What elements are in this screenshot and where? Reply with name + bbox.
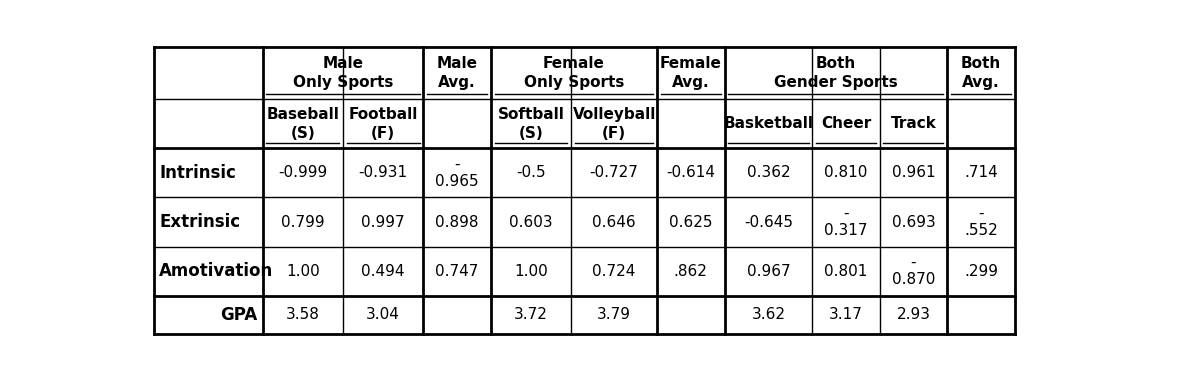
Text: 3.04: 3.04: [366, 307, 401, 322]
Text: Male
Only Sports: Male Only Sports: [293, 56, 393, 90]
Text: Football
(F): Football (F): [348, 107, 418, 141]
Text: 3.58: 3.58: [286, 307, 319, 322]
Text: Female
Avg.: Female Avg.: [660, 56, 721, 90]
Text: Both
Gender Sports: Both Gender Sports: [774, 56, 898, 90]
Text: -
0.965: - 0.965: [435, 157, 479, 189]
Text: 0.646: 0.646: [592, 215, 637, 230]
Text: 0.693: 0.693: [892, 215, 936, 230]
Text: -0.5: -0.5: [516, 165, 546, 180]
Text: 0.362: 0.362: [746, 165, 790, 180]
Text: Cheer: Cheer: [821, 116, 871, 131]
Text: 0.494: 0.494: [361, 264, 405, 279]
Text: 0.799: 0.799: [281, 215, 324, 230]
Text: Amotivation: Amotivation: [160, 262, 273, 280]
Text: -
0.870: - 0.870: [892, 255, 936, 287]
Text: .862: .862: [673, 264, 708, 279]
Text: -0.727: -0.727: [590, 165, 639, 180]
Text: 0.625: 0.625: [669, 215, 713, 230]
Text: 1.00: 1.00: [286, 264, 319, 279]
Text: -0.614: -0.614: [666, 165, 715, 180]
Text: 1.00: 1.00: [514, 264, 548, 279]
Text: Female
Only Sports: Female Only Sports: [523, 56, 625, 90]
Text: Track: Track: [890, 116, 937, 131]
Text: 0.801: 0.801: [825, 264, 868, 279]
Text: 3.62: 3.62: [751, 307, 786, 322]
Text: 0.997: 0.997: [361, 215, 405, 230]
Text: Baseball
(S): Baseball (S): [266, 107, 340, 141]
Text: 3.17: 3.17: [830, 307, 863, 322]
Text: 2.93: 2.93: [896, 307, 931, 322]
Text: -
0.317: - 0.317: [824, 206, 868, 238]
Text: -0.645: -0.645: [744, 215, 793, 230]
Text: .299: .299: [964, 264, 998, 279]
Text: 0.747: 0.747: [435, 264, 479, 279]
Text: 0.810: 0.810: [825, 165, 868, 180]
Text: 3.72: 3.72: [514, 307, 548, 322]
Text: Both
Avg.: Both Avg.: [961, 56, 1001, 90]
Text: -
.552: - .552: [964, 206, 998, 238]
Text: Softball
(S): Softball (S): [497, 107, 565, 141]
Text: 3.79: 3.79: [597, 307, 631, 322]
Text: GPA: GPA: [219, 306, 257, 324]
Text: 0.898: 0.898: [435, 215, 479, 230]
Text: 0.967: 0.967: [746, 264, 790, 279]
Text: Intrinsic: Intrinsic: [160, 164, 236, 182]
Text: .714: .714: [964, 165, 998, 180]
Text: Volleyball
(F): Volleyball (F): [572, 107, 656, 141]
Text: 0.724: 0.724: [592, 264, 635, 279]
Text: Basketball: Basketball: [724, 116, 813, 131]
Text: 0.961: 0.961: [892, 165, 936, 180]
Text: Extrinsic: Extrinsic: [160, 213, 241, 231]
Text: 0.603: 0.603: [509, 215, 553, 230]
Text: -0.999: -0.999: [278, 165, 328, 180]
Text: -0.931: -0.931: [359, 165, 408, 180]
Text: Male
Avg.: Male Avg.: [436, 56, 478, 90]
